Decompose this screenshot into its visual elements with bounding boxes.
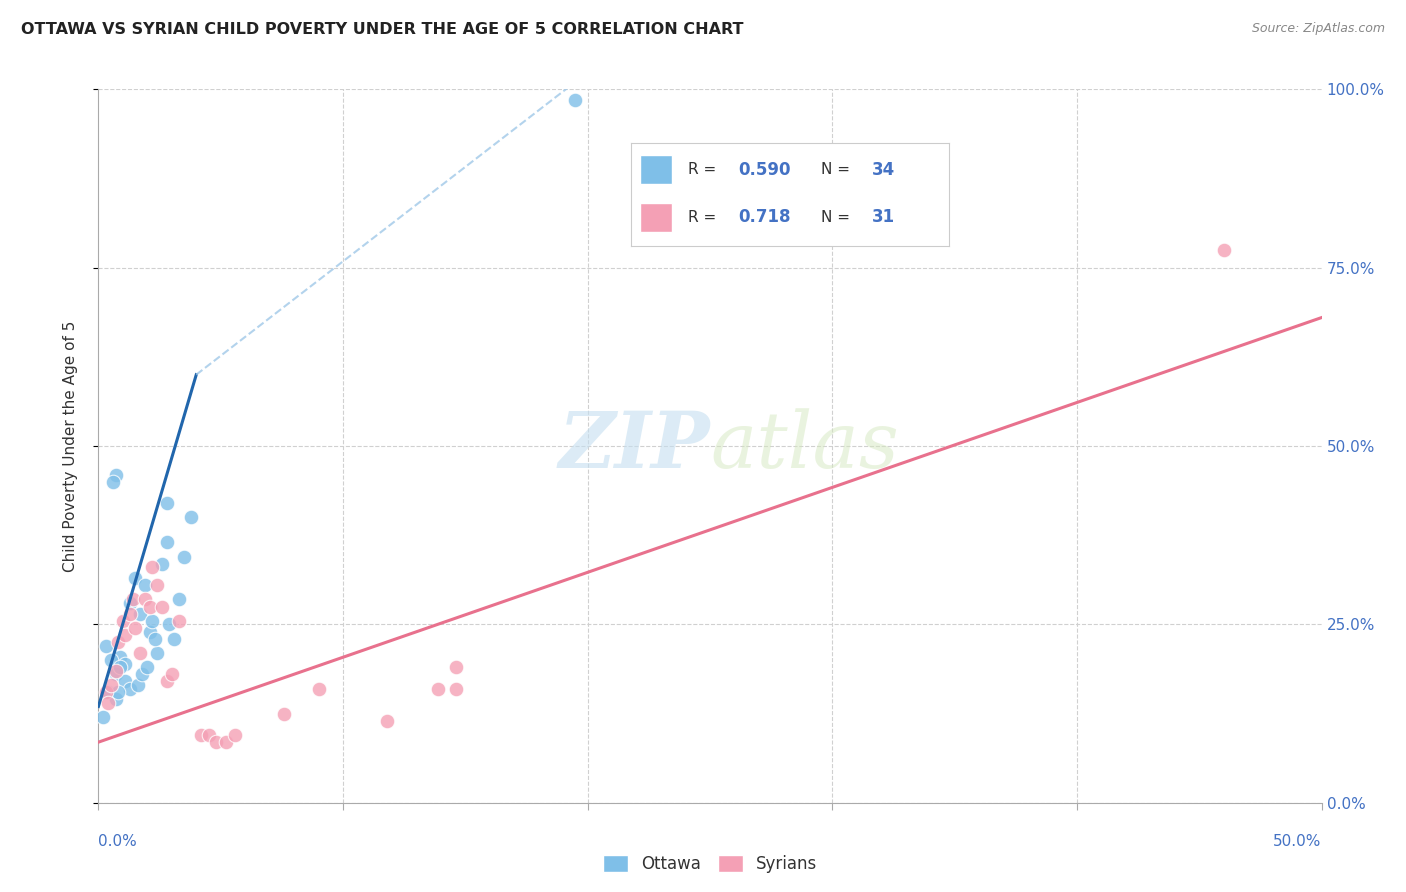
Bar	[640, 155, 672, 184]
Point	[156, 535, 179, 549]
Point	[107, 685, 129, 699]
Point	[308, 681, 330, 696]
Point	[146, 578, 169, 592]
Text: Source: ZipAtlas.com: Source: ZipAtlas.com	[1251, 22, 1385, 36]
Point	[121, 592, 143, 607]
Point	[100, 678, 122, 692]
Point	[114, 674, 136, 689]
Point	[205, 735, 228, 749]
Point	[110, 649, 132, 664]
Text: atlas: atlas	[710, 408, 898, 484]
Legend: Ottawa, Syrians: Ottawa, Syrians	[596, 848, 824, 880]
Point	[224, 728, 246, 742]
Point	[427, 681, 450, 696]
Point	[114, 657, 136, 671]
Point	[139, 624, 162, 639]
Text: 0.590: 0.590	[738, 161, 792, 178]
Point	[120, 596, 142, 610]
Point	[136, 660, 159, 674]
Point	[94, 685, 117, 699]
Point	[104, 667, 127, 681]
Point	[134, 578, 156, 592]
Point	[156, 674, 179, 689]
Point	[157, 617, 180, 632]
Point	[141, 560, 163, 574]
Point	[120, 607, 142, 621]
Point	[167, 592, 190, 607]
Point	[146, 646, 169, 660]
Point	[129, 646, 152, 660]
Point	[214, 735, 236, 749]
Text: 0.0%: 0.0%	[98, 834, 138, 849]
Point	[104, 467, 127, 482]
Point	[101, 475, 124, 489]
Point	[94, 639, 117, 653]
Point	[124, 621, 146, 635]
Text: ZIP: ZIP	[558, 408, 710, 484]
Point	[160, 667, 183, 681]
Point	[444, 681, 467, 696]
Point	[97, 696, 120, 710]
Point	[114, 628, 136, 642]
Point	[143, 632, 166, 646]
Point	[167, 614, 190, 628]
Point	[375, 714, 398, 728]
Point	[444, 660, 467, 674]
Text: R =: R =	[688, 162, 721, 178]
Text: 31: 31	[872, 208, 896, 227]
Text: OTTAWA VS SYRIAN CHILD POVERTY UNDER THE AGE OF 5 CORRELATION CHART: OTTAWA VS SYRIAN CHILD POVERTY UNDER THE…	[21, 22, 744, 37]
Point	[107, 635, 129, 649]
Text: N =: N =	[821, 210, 855, 225]
Y-axis label: Child Poverty Under the Age of 5: Child Poverty Under the Age of 5	[63, 320, 77, 572]
Point	[163, 632, 186, 646]
Point	[111, 614, 134, 628]
Point	[564, 93, 586, 107]
Point	[129, 607, 152, 621]
Point	[91, 710, 114, 724]
Text: 34: 34	[872, 161, 896, 178]
Point	[150, 599, 173, 614]
Point	[197, 728, 219, 742]
Text: 50.0%: 50.0%	[1274, 834, 1322, 849]
Bar	[640, 202, 672, 232]
Point	[180, 510, 202, 524]
Point	[141, 614, 163, 628]
Point	[110, 660, 132, 674]
Point	[139, 599, 162, 614]
Point	[273, 706, 295, 721]
Point	[127, 678, 149, 692]
Point	[1212, 243, 1234, 257]
Text: N =: N =	[821, 162, 855, 178]
Point	[190, 728, 212, 742]
Point	[97, 685, 120, 699]
Point	[173, 549, 195, 564]
Point	[134, 592, 156, 607]
Point	[100, 653, 122, 667]
Point	[120, 681, 142, 696]
Text: R =: R =	[688, 210, 721, 225]
Text: 0.718: 0.718	[738, 208, 792, 227]
Point	[124, 571, 146, 585]
Point	[150, 557, 173, 571]
Point	[131, 667, 153, 681]
Point	[104, 664, 127, 678]
Point	[104, 692, 127, 706]
Point	[156, 496, 179, 510]
